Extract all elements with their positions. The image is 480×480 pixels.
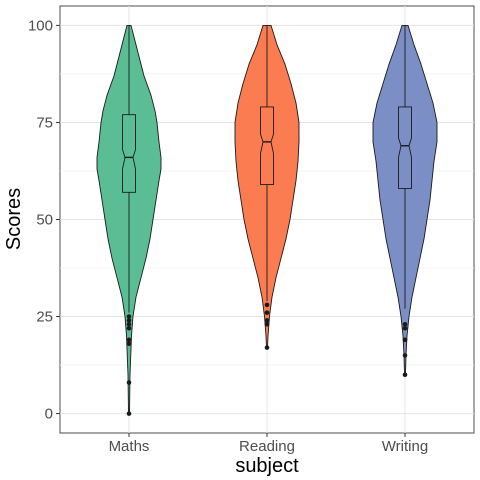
y-tick-label: 0 <box>45 406 53 423</box>
outlier-point <box>402 337 408 343</box>
y-tick-label: 50 <box>36 212 53 229</box>
y-tick-label: 75 <box>36 114 53 131</box>
y-tick-label: 25 <box>36 309 53 326</box>
x-tick-label-writing: Writing <box>382 438 428 455</box>
outlier-point <box>126 318 132 323</box>
outlier-point <box>264 345 270 350</box>
outlier-point <box>264 310 270 315</box>
axes: 0 25 50 75 100 Maths Reading Writing <box>28 17 428 455</box>
outlier-point <box>264 302 270 308</box>
outlier-point <box>402 372 408 378</box>
outlier-point <box>126 337 132 343</box>
x-tick-label-maths: Maths <box>109 438 150 455</box>
box-reading <box>260 106 274 186</box>
boxplots <box>122 25 412 313</box>
outlier-point <box>126 322 132 327</box>
y-tick-label: 100 <box>28 17 53 34</box>
outlier-point <box>126 325 132 331</box>
outlier-point <box>126 314 132 319</box>
outlier-point <box>126 380 132 385</box>
outlier-point <box>402 353 408 358</box>
outlier-point <box>126 341 132 347</box>
outlier-point <box>264 322 270 327</box>
box-maths <box>122 114 136 193</box>
x-axis-title: subject <box>235 455 299 477</box>
box-writing <box>398 106 412 189</box>
outlier-point <box>402 325 408 331</box>
y-axis-title: Scores <box>3 188 25 250</box>
outlier-point <box>126 411 132 416</box>
outlier-points <box>126 302 408 416</box>
outlier-point <box>402 322 408 327</box>
outlier-point <box>264 318 270 323</box>
x-tick-label-reading: Reading <box>239 438 295 455</box>
